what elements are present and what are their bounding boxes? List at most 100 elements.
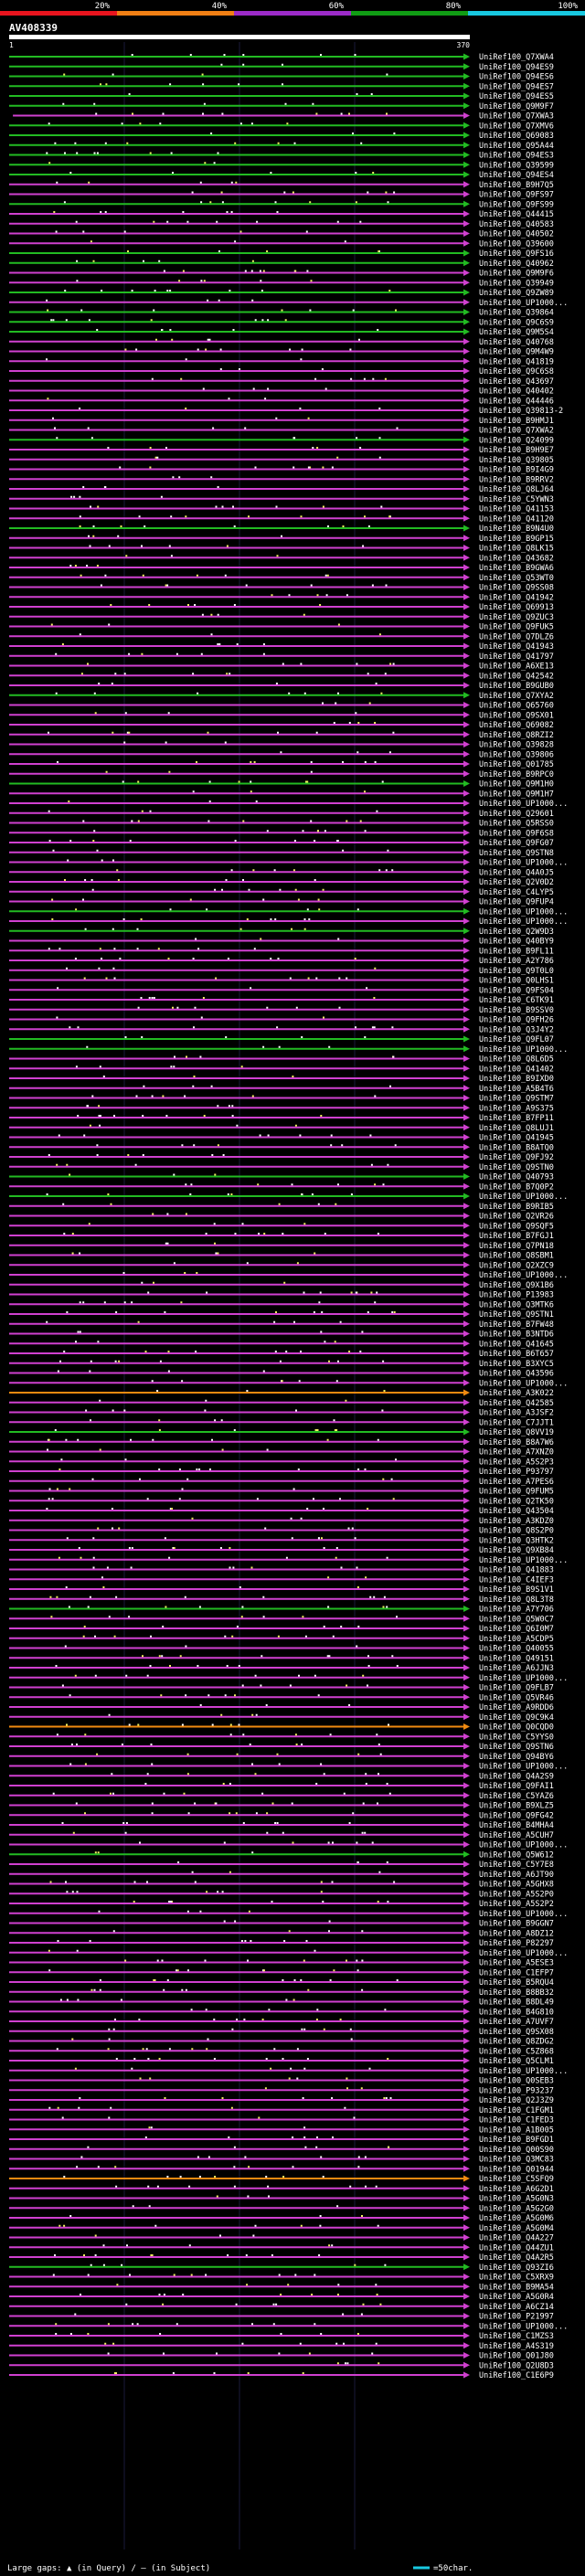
hit-label[interactable]: UniRef100_Q2W9D3 bbox=[479, 928, 554, 937]
hit-label[interactable]: UniRef100_Q94ES5 bbox=[479, 92, 554, 101]
hit-label[interactable]: UniRef100_C5XRX9 bbox=[479, 2274, 554, 2283]
hit-label[interactable]: UniRef100_A5S2P2 bbox=[479, 1900, 554, 1909]
hit-label[interactable]: UniRef100_A7PES6 bbox=[479, 1478, 554, 1487]
hit-label[interactable]: UniRef100_UP1000... bbox=[479, 2322, 568, 2331]
hit-label[interactable]: UniRef100_Q8ZDG2 bbox=[479, 2038, 554, 2047]
hit-label[interactable]: UniRef100_Q9FJ92 bbox=[479, 1153, 554, 1162]
hit-label[interactable]: UniRef100_C1E6P9 bbox=[479, 2371, 554, 2380]
hit-label[interactable]: UniRef100_B7FP11 bbox=[479, 1114, 554, 1123]
hit-label[interactable]: UniRef100_Q4A227 bbox=[479, 2234, 554, 2243]
hit-label[interactable]: UniRef100_Q2U8D3 bbox=[479, 2361, 554, 2370]
hit-label[interactable]: UniRef100_B9GWA6 bbox=[479, 564, 554, 573]
hit-label[interactable]: UniRef100_Q0CQD0 bbox=[479, 1723, 554, 1733]
hit-label[interactable]: UniRef100_Q9C6S8 bbox=[479, 367, 554, 376]
hit-label[interactable]: UniRef100_A5G2G0 bbox=[479, 2204, 554, 2213]
hit-label[interactable]: UniRef100_A6JJN3 bbox=[479, 1664, 554, 1673]
hit-label[interactable]: UniRef100_A5G0M4 bbox=[479, 2224, 554, 2233]
hit-label[interactable]: UniRef100_A5S2P0 bbox=[479, 1890, 554, 1899]
hit-label[interactable]: UniRef100_Q5VR46 bbox=[479, 1693, 554, 1702]
hit-label[interactable]: UniRef100_B9XLZ5 bbox=[479, 1802, 554, 1811]
hit-label[interactable]: UniRef100_B9GP15 bbox=[479, 535, 554, 544]
hit-label[interactable]: UniRef100_A4S319 bbox=[479, 2342, 554, 2351]
hit-label[interactable]: UniRef100_Q9ZW89 bbox=[479, 289, 554, 298]
hit-label[interactable]: UniRef100_Q69082 bbox=[479, 721, 554, 730]
hit-label[interactable]: UniRef100_B8A7W6 bbox=[479, 1438, 554, 1447]
hit-label[interactable]: UniRef100_Q7XWA3 bbox=[479, 112, 554, 122]
hit-label[interactable]: UniRef100_B9FL11 bbox=[479, 947, 554, 956]
hit-label[interactable]: UniRef100_C6TK91 bbox=[479, 996, 554, 1005]
hit-label[interactable]: UniRef100_A3K022 bbox=[479, 1389, 554, 1398]
hit-label[interactable]: UniRef100_Q43682 bbox=[479, 554, 554, 563]
hit-label[interactable]: UniRef100_Q41402 bbox=[479, 1065, 554, 1074]
hit-label[interactable]: UniRef100_Q7XWA4 bbox=[479, 53, 554, 62]
hit-label[interactable]: UniRef100_Q94ES3 bbox=[479, 152, 554, 161]
hit-label[interactable]: UniRef100_Q9FS99 bbox=[479, 200, 554, 209]
hit-label[interactable]: UniRef100_Q9FS16 bbox=[479, 249, 554, 259]
hit-label[interactable]: UniRef100_UP1000... bbox=[479, 859, 568, 868]
hit-label[interactable]: UniRef100_Q39949 bbox=[479, 279, 554, 288]
hit-label[interactable]: UniRef100_Q7PN18 bbox=[479, 1242, 554, 1251]
hit-label[interactable]: UniRef100_Q9XB84 bbox=[479, 1546, 554, 1555]
hit-label[interactable]: UniRef100_A6CZ14 bbox=[479, 2303, 554, 2312]
hit-label[interactable]: UniRef100_Q01944 bbox=[479, 2165, 554, 2174]
hit-label[interactable]: UniRef100_Q95A44 bbox=[479, 142, 554, 151]
hit-label[interactable]: UniRef100_UP1000... bbox=[479, 1949, 568, 1958]
hit-label[interactable]: UniRef100_Q7XWA2 bbox=[479, 427, 554, 436]
hit-label[interactable]: UniRef100_C4LYP5 bbox=[479, 888, 554, 897]
hit-label[interactable]: UniRef100_A5ESE3 bbox=[479, 1959, 554, 1968]
hit-label[interactable]: UniRef100_Q8RZI2 bbox=[479, 731, 554, 740]
hit-label[interactable]: UniRef100_Q9FG42 bbox=[479, 1811, 554, 1820]
hit-label[interactable]: UniRef100_Q8VV19 bbox=[479, 1428, 554, 1437]
hit-label[interactable]: UniRef100_Q9M1H0 bbox=[479, 780, 554, 790]
hit-label[interactable]: UniRef100_C5Y7E8 bbox=[479, 1860, 554, 1870]
hit-label[interactable]: UniRef100_Q9FAI1 bbox=[479, 1782, 554, 1791]
hit-label[interactable]: UniRef100_Q41819 bbox=[479, 357, 554, 366]
hit-label[interactable]: UniRef100_Q9FH26 bbox=[479, 1016, 554, 1025]
hit-label[interactable]: UniRef100_Q40583 bbox=[479, 220, 554, 229]
hit-label[interactable]: UniRef100_Q40768 bbox=[479, 338, 554, 347]
hit-label[interactable]: UniRef100_UP1000... bbox=[479, 1379, 568, 1388]
hit-label[interactable]: UniRef100_C4IEF3 bbox=[479, 1575, 554, 1585]
hit-label[interactable]: UniRef100_Q41120 bbox=[479, 514, 554, 524]
hit-label[interactable]: UniRef100_Q40055 bbox=[479, 1645, 554, 1654]
hit-label[interactable]: UniRef100_B9MA54 bbox=[479, 2283, 554, 2292]
hit-label[interactable]: UniRef100_Q2TK50 bbox=[479, 1497, 554, 1506]
hit-label[interactable]: UniRef100_A7XNZ0 bbox=[479, 1448, 554, 1458]
hit-label[interactable]: UniRef100_Q39600 bbox=[479, 239, 554, 249]
hit-label[interactable]: UniRef100_Q40962 bbox=[479, 260, 554, 269]
hit-label[interactable]: UniRef100_Q93ZI6 bbox=[479, 2263, 554, 2273]
hit-label[interactable]: UniRef100_Q3J4Y2 bbox=[479, 1025, 554, 1034]
hit-label[interactable]: UniRef100_Q41883 bbox=[479, 1566, 554, 1575]
hit-label[interactable]: UniRef100_Q9FG07 bbox=[479, 839, 554, 848]
hit-label[interactable]: UniRef100_Q6I0M7 bbox=[479, 1625, 554, 1634]
hit-label[interactable]: UniRef100_Q9SX01 bbox=[479, 711, 554, 720]
hit-label[interactable]: UniRef100_Q44ZU1 bbox=[479, 2243, 554, 2253]
hit-label[interactable]: UniRef100_Q9T0L0 bbox=[479, 967, 554, 976]
hit-label[interactable]: UniRef100_Q41943 bbox=[479, 642, 554, 652]
hit-label[interactable]: UniRef100_B7Q0P2 bbox=[479, 1182, 554, 1192]
hit-label[interactable]: UniRef100_Q9FUM5 bbox=[479, 1488, 554, 1497]
hit-label[interactable]: UniRef100_A5CDP5 bbox=[479, 1635, 554, 1644]
hit-label[interactable]: UniRef100_Q9M4W9 bbox=[479, 348, 554, 357]
hit-label[interactable]: UniRef100_Q01785 bbox=[479, 760, 554, 769]
hit-label[interactable]: UniRef100_UP1000... bbox=[479, 907, 568, 917]
hit-label[interactable]: UniRef100_Q40402 bbox=[479, 387, 554, 397]
hit-label[interactable]: UniRef100_Q0LHS1 bbox=[479, 977, 554, 986]
hit-label[interactable]: UniRef100_C1EFP7 bbox=[479, 1968, 554, 1977]
hit-label[interactable]: UniRef100_Q2VR26 bbox=[479, 1213, 554, 1222]
hit-label[interactable]: UniRef100_A5CUH7 bbox=[479, 1831, 554, 1840]
hit-label[interactable]: UniRef100_UP1000... bbox=[479, 1271, 568, 1280]
hit-label[interactable]: UniRef100_UP1000... bbox=[479, 1674, 568, 1683]
hit-label[interactable]: UniRef100_Q24099 bbox=[479, 436, 554, 445]
hit-label[interactable]: UniRef100_UP1000... bbox=[479, 1910, 568, 1919]
hit-label[interactable]: UniRef100_A5GHX8 bbox=[479, 1881, 554, 1890]
hit-label[interactable]: UniRef100_Q5CLM1 bbox=[479, 2057, 554, 2066]
hit-label[interactable]: UniRef100_Q9FUP4 bbox=[479, 898, 554, 907]
hit-label[interactable]: UniRef100_Q8S2P0 bbox=[479, 1527, 554, 1536]
hit-label[interactable]: UniRef100_A2Y786 bbox=[479, 957, 554, 966]
hit-label[interactable]: UniRef100_Q01J80 bbox=[479, 2352, 554, 2361]
hit-label[interactable]: UniRef100_Q9STN1 bbox=[479, 1310, 554, 1320]
hit-label[interactable]: UniRef100_Q9X1B6 bbox=[479, 1281, 554, 1290]
hit-label[interactable]: UniRef100_Q5W612 bbox=[479, 1850, 554, 1860]
hit-label[interactable]: UniRef100_P21997 bbox=[479, 2313, 554, 2322]
